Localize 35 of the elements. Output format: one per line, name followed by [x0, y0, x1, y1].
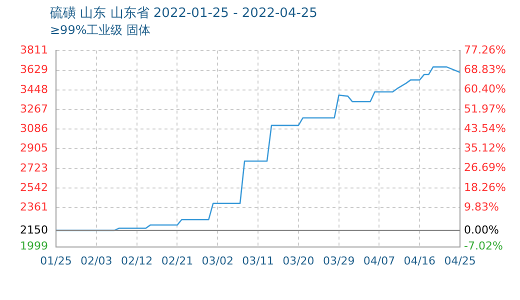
y-tick-label: 3086 — [20, 122, 48, 135]
y2-tick-label: -7.02% — [464, 240, 503, 253]
y-tick-label: 2905 — [20, 142, 48, 155]
x-tick-label: 03/29 — [322, 254, 355, 268]
y2-tick-label: 26.69% — [464, 161, 506, 174]
y2-tick-label: 9.83% — [464, 200, 500, 214]
y2-tick-label: 77.26% — [464, 43, 506, 56]
y-tick-label: 2361 — [20, 200, 48, 214]
x-tick-label: 04/16 — [404, 254, 436, 268]
y-tick-label: 2150 — [20, 223, 48, 236]
x-tick-label: 02/12 — [120, 254, 153, 268]
y-tick-label: 2723 — [20, 161, 48, 174]
x-tick-label: 04/07 — [363, 254, 396, 268]
y-tick-label: 2542 — [20, 180, 48, 194]
x-tick-label: 03/02 — [202, 254, 234, 268]
y-tick-label: 1999 — [20, 240, 48, 253]
y-tick-label: 3811 — [20, 43, 48, 56]
y2-tick-label: 0.00% — [464, 223, 500, 236]
chart-subtitle: ≥99%工业级 固体 — [50, 22, 151, 39]
y2-tick-label: 51.97% — [464, 102, 506, 116]
y2-tick-label: 68.83% — [464, 63, 506, 76]
y2-tick-label: 35.12% — [464, 142, 506, 155]
x-tick-label: 03/11 — [242, 254, 274, 268]
y-tick-label: 3629 — [20, 63, 48, 76]
x-tick-label: 01/25 — [40, 254, 72, 268]
chart-title: 硫磺 山东 山东省 2022-01-25 - 2022-04-25 — [50, 5, 318, 22]
y2-tick-label: 18.26% — [464, 180, 506, 194]
x-tick-label: 03/20 — [282, 254, 314, 268]
x-tick-label: 02/03 — [80, 254, 112, 268]
x-tick-label: 04/25 — [444, 254, 476, 268]
y-tick-label: 3267 — [20, 102, 48, 116]
y2-tick-label: 43.54% — [464, 122, 506, 135]
x-tick-label: 02/21 — [161, 254, 194, 268]
y2-tick-label: 60.40% — [464, 82, 506, 96]
y-tick-label: 3448 — [20, 82, 48, 96]
